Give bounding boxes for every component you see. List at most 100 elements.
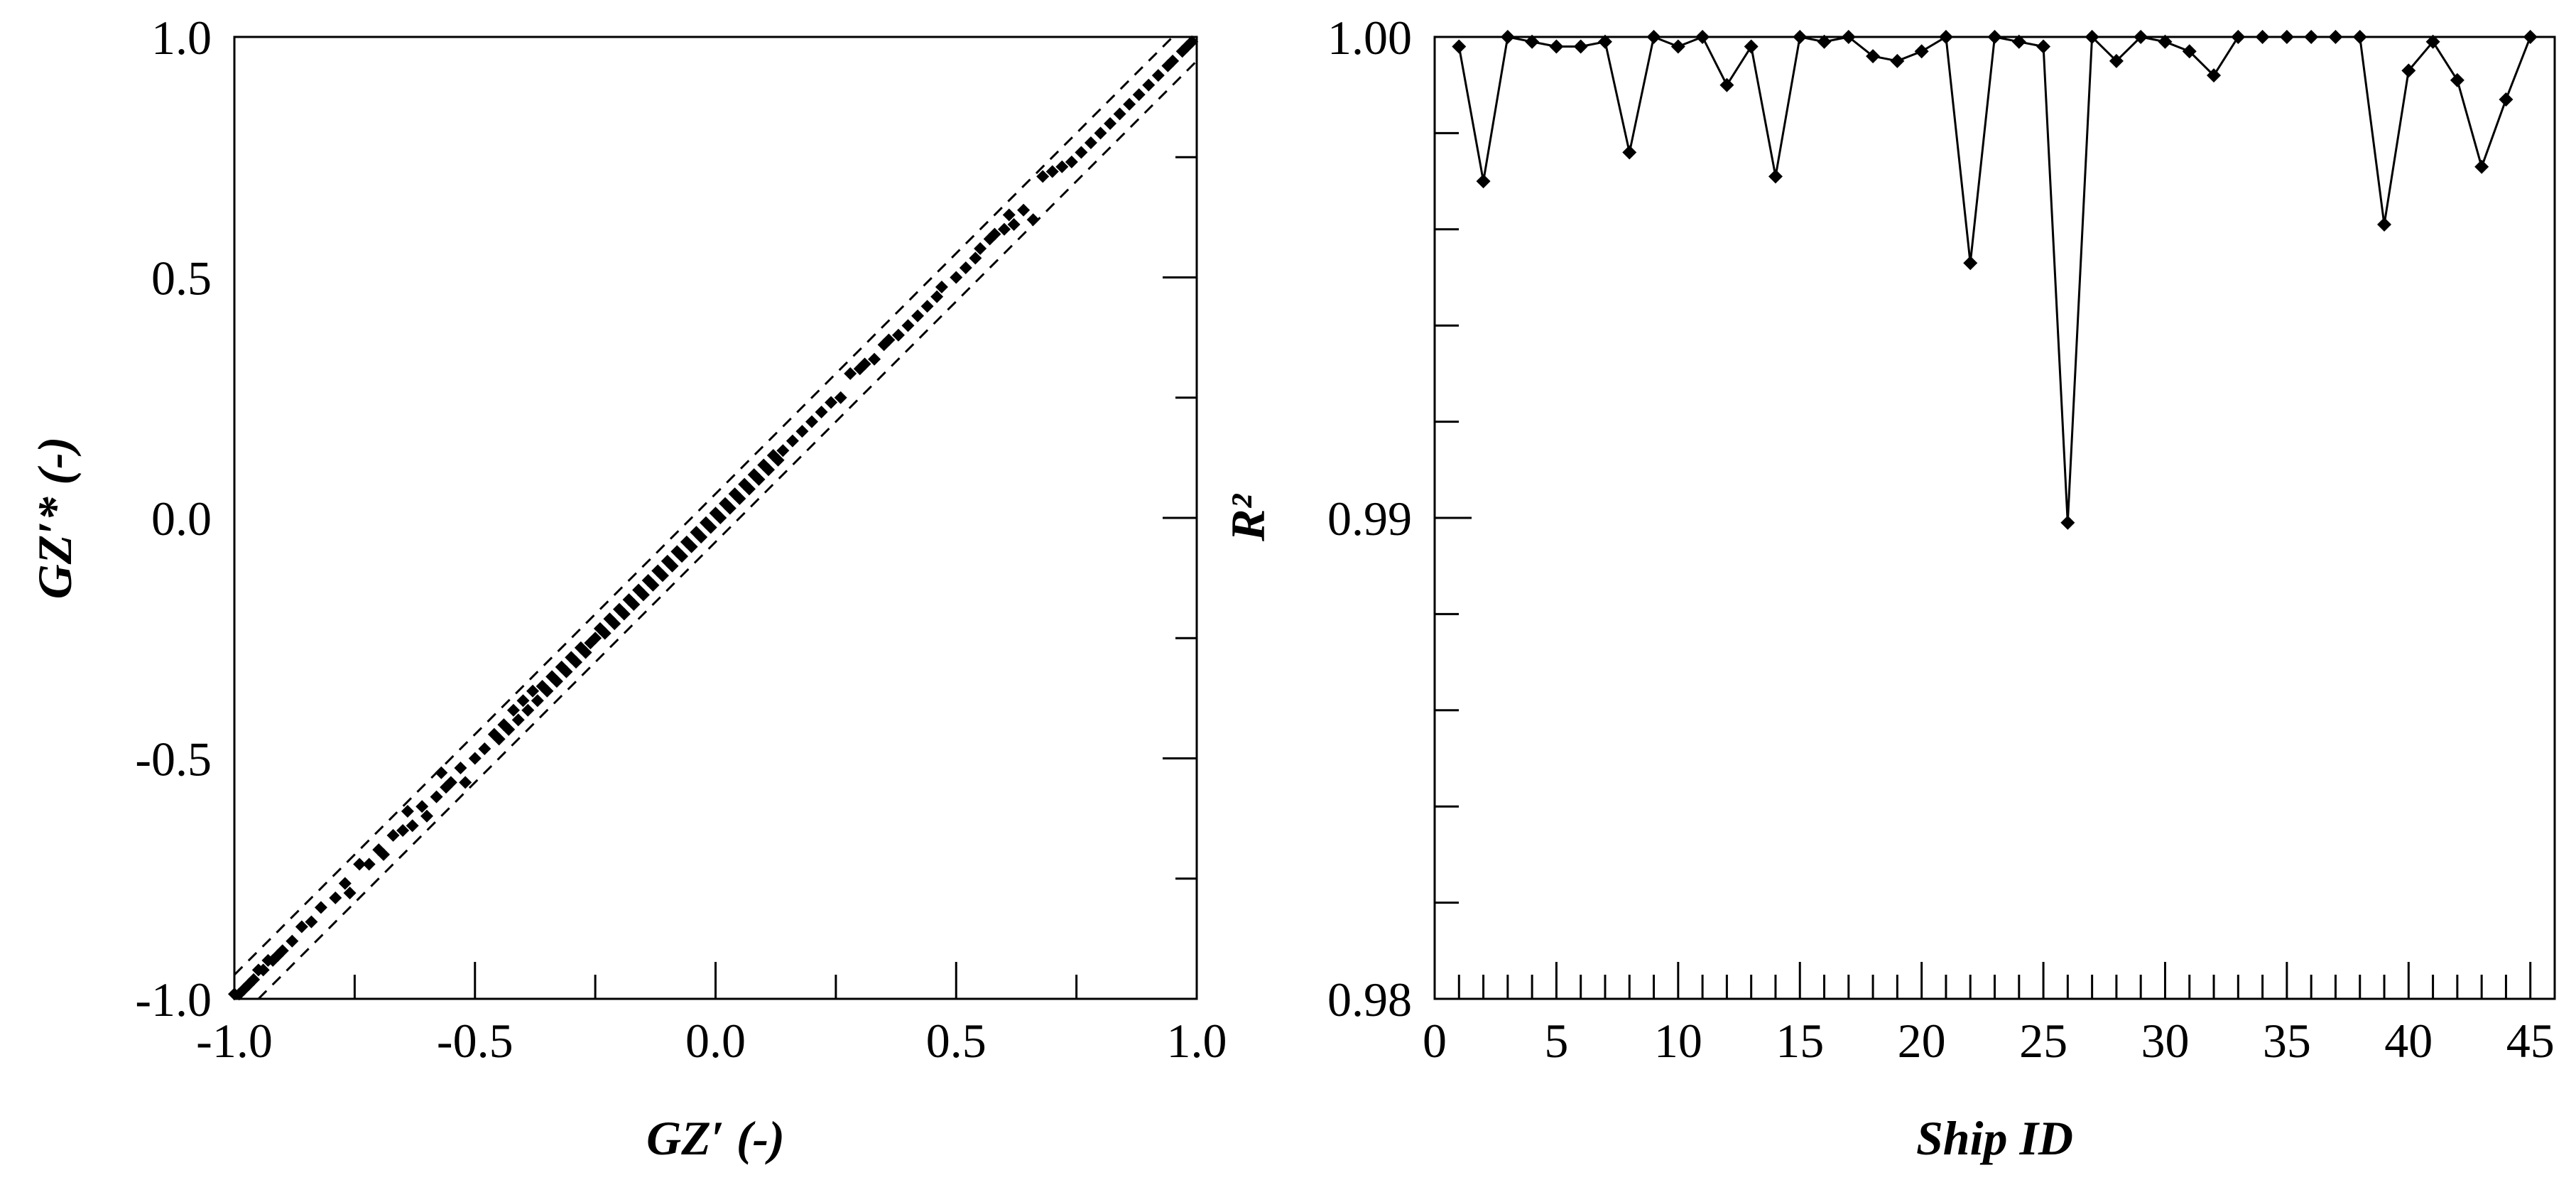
data-point — [1151, 69, 1165, 82]
data-point — [343, 887, 357, 900]
data-point — [2499, 92, 2513, 107]
y-tick-label: 1.0 — [151, 11, 212, 65]
data-point — [295, 920, 308, 933]
x-tick-label: 10 — [1654, 1014, 1702, 1068]
data-point — [1002, 208, 1016, 222]
data-point — [762, 463, 776, 477]
data-point — [1094, 126, 1107, 140]
data-point — [776, 444, 790, 458]
data-point — [377, 848, 391, 861]
data-point — [415, 800, 429, 813]
data-point — [2158, 34, 2173, 49]
x-tick-label: 35 — [2263, 1014, 2311, 1068]
data-point — [1055, 160, 1069, 173]
data-point — [1866, 49, 1881, 64]
data-point — [2182, 44, 2197, 59]
data-point — [891, 328, 905, 342]
x-axis-title: GZ′ (-) — [646, 1111, 785, 1165]
data-point — [704, 521, 717, 534]
data-point — [396, 824, 410, 838]
data-point — [338, 877, 352, 890]
data-point — [468, 752, 482, 765]
data-point — [882, 333, 896, 347]
data-point — [685, 540, 698, 553]
data-point — [1017, 203, 1031, 217]
data-point — [2377, 217, 2392, 232]
scatter-points — [228, 35, 1199, 1001]
x-tick-label: 0.0 — [685, 1014, 746, 1068]
data-point — [570, 656, 583, 669]
data-point — [959, 261, 972, 274]
x-tick-label: 0.5 — [926, 1014, 987, 1068]
data-point — [256, 963, 270, 977]
data-point — [930, 290, 944, 303]
data-point — [406, 819, 419, 833]
data-point — [805, 415, 818, 428]
data-point — [825, 396, 838, 409]
data-point — [1175, 45, 1189, 58]
data-point — [627, 597, 641, 611]
data-point — [1597, 34, 1612, 49]
data-point — [608, 617, 621, 630]
data-point — [506, 703, 520, 717]
data-point — [1963, 256, 1978, 271]
data-point — [353, 857, 366, 871]
data-point — [834, 391, 847, 404]
data-point — [901, 319, 915, 332]
scatter-chart: -1.0 -0.5 0.0 0.5 1.0 -1.0 -0.5 0.0 0.5 1.0 GZ′ (-… — [28, 11, 1227, 1165]
data-point — [974, 242, 987, 255]
data-point — [560, 665, 573, 678]
data-point — [502, 722, 516, 736]
data-point — [2425, 34, 2440, 49]
x-tick-label: 0 — [1423, 1014, 1447, 1068]
data-point — [920, 300, 934, 313]
data-point — [1026, 213, 1040, 227]
data-point — [1525, 34, 1540, 49]
y-axis-title: R² — [1221, 494, 1275, 542]
data-point — [386, 828, 400, 842]
data-point — [478, 742, 491, 755]
data-point — [329, 891, 342, 904]
data-point — [1075, 146, 1088, 159]
data-point — [1132, 88, 1146, 102]
y-tick-label: 0.5 — [151, 251, 212, 305]
data-point — [598, 627, 612, 640]
data-point — [858, 357, 871, 371]
data-point — [646, 578, 660, 592]
data-point — [286, 934, 299, 948]
reference-line — [257, 60, 1198, 1000]
data-point — [723, 502, 737, 515]
data-point — [1670, 39, 1685, 54]
data-point — [1113, 107, 1126, 121]
data-point — [988, 227, 1001, 241]
data-point — [1452, 39, 1467, 54]
data-point — [1045, 165, 1059, 178]
data-point — [950, 271, 963, 284]
data-point — [1549, 39, 1564, 54]
data-point — [1817, 34, 1832, 49]
data-point — [844, 367, 857, 380]
data-point — [742, 482, 756, 496]
data-point — [1719, 77, 1734, 92]
x-tick-label: 5 — [1544, 1014, 1568, 1068]
data-point — [454, 762, 467, 775]
data-point — [511, 713, 525, 727]
x-axis-title: Ship ID — [1916, 1111, 2073, 1165]
data-point — [2450, 72, 2464, 87]
data-point — [2401, 63, 2416, 78]
data-point — [911, 309, 925, 323]
data-point — [719, 497, 732, 510]
data-point — [492, 732, 506, 746]
data-point — [786, 434, 799, 448]
data-point — [362, 857, 376, 871]
data-point — [1890, 53, 1905, 68]
data-point — [795, 425, 809, 438]
data-point — [1104, 117, 1117, 130]
data-point — [550, 675, 563, 688]
data-point — [1914, 44, 1929, 59]
data-point — [459, 776, 472, 789]
data-point — [733, 492, 746, 505]
data-point — [526, 684, 540, 698]
x-tick-label: 40 — [2384, 1014, 2433, 1068]
